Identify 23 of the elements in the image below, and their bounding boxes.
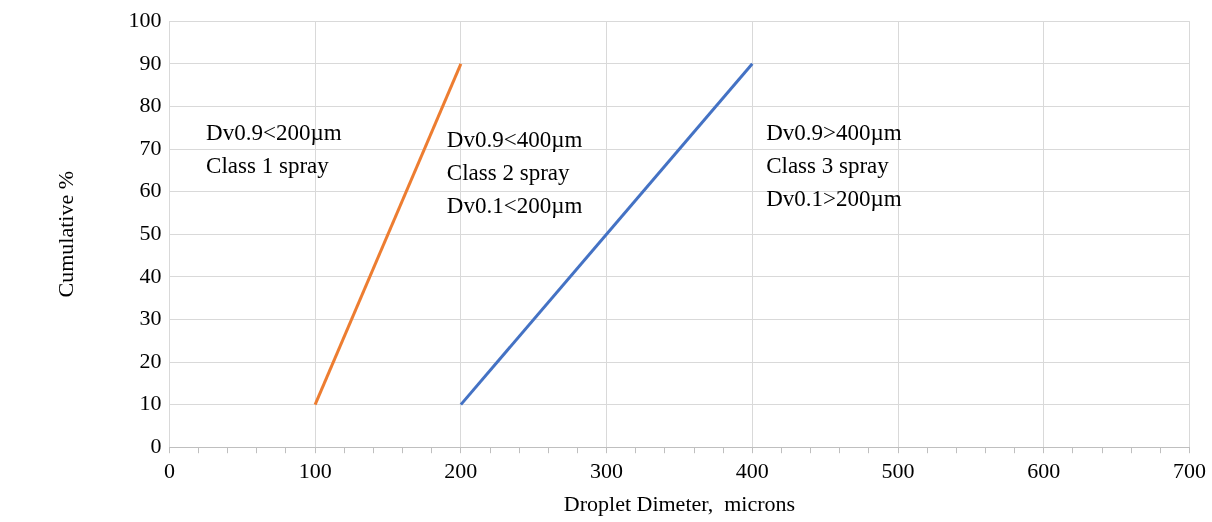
x-tick-label: 200 — [444, 458, 478, 484]
y-tick-label: 90 — [139, 49, 162, 75]
y-tick-label: 60 — [139, 177, 162, 203]
y-tick-label: 30 — [139, 305, 162, 331]
annotation: Dv0.9<200µm Class 1 spray — [206, 120, 342, 179]
y-tick-label: 100 — [128, 6, 162, 32]
x-tick-label: 100 — [298, 458, 332, 484]
annotation: Dv0.9>400µm Class 3 spray Dv0.1>200µm — [766, 120, 902, 212]
y-tick-label: 10 — [139, 390, 162, 416]
y-tick-label: 70 — [139, 134, 162, 160]
y-tick-label: 80 — [139, 92, 162, 118]
annotation: Dv0.9<400µm Class 2 spray Dv0.1<200µm — [446, 126, 583, 218]
y-tick-label: 50 — [139, 219, 162, 245]
y-tick-label: 0 — [150, 432, 162, 458]
x-tick-label: 600 — [1027, 458, 1061, 484]
x-tick-label: 300 — [590, 458, 624, 484]
x-tick-label: 700 — [1173, 458, 1206, 484]
x-tick-label: 500 — [881, 458, 915, 484]
x-axis-title: Droplet Dimeter, microns — [563, 490, 796, 516]
y-tick-label: 20 — [139, 347, 162, 373]
x-tick-label: 400 — [735, 458, 769, 484]
y-axis-title: Cumulative % — [52, 170, 78, 298]
y-tick-label: 40 — [139, 262, 162, 288]
